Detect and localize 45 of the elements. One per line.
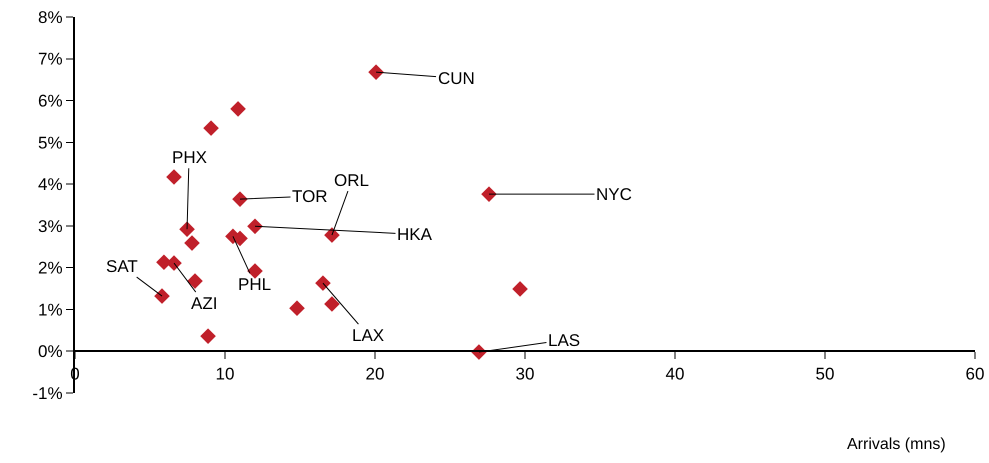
x-axis-title: Arrivals (mns) bbox=[847, 436, 946, 453]
annotation: CUN bbox=[438, 69, 475, 88]
point bbox=[154, 288, 170, 304]
point bbox=[179, 221, 195, 238]
point bbox=[324, 296, 340, 312]
y-tick-label: 6% bbox=[38, 92, 63, 111]
point bbox=[247, 263, 263, 279]
annotation: LAX bbox=[352, 326, 384, 345]
point bbox=[481, 186, 497, 202]
x-tick-label: 40 bbox=[666, 364, 684, 384]
point bbox=[184, 235, 200, 251]
point bbox=[512, 281, 528, 297]
annotation: PHL bbox=[238, 275, 272, 294]
point bbox=[200, 328, 216, 344]
annotation: AZI bbox=[191, 294, 218, 313]
annotation: ORL bbox=[334, 171, 369, 190]
annotation: SAT bbox=[106, 257, 138, 276]
annotation: TOR bbox=[292, 187, 328, 206]
point bbox=[368, 64, 384, 80]
annotation: HKA bbox=[397, 225, 433, 244]
annotation: NYC bbox=[596, 185, 632, 204]
point bbox=[247, 218, 263, 234]
x-tick-label: 10 bbox=[216, 364, 234, 384]
y-tick-label: 5% bbox=[38, 133, 63, 152]
y-tick-label: 0% bbox=[38, 342, 63, 362]
y-tick-label: 1% bbox=[38, 300, 63, 320]
x-tick-label: 30 bbox=[516, 364, 534, 384]
y-tick-label: 8% bbox=[38, 8, 63, 27]
annotation: LAS bbox=[548, 331, 580, 350]
y-tick-label: 4% bbox=[38, 175, 63, 194]
annotation: PHX bbox=[172, 148, 207, 167]
point bbox=[203, 120, 219, 136]
y-tick-label: 7% bbox=[38, 50, 63, 69]
x-tick-label: 60 bbox=[966, 364, 984, 384]
point bbox=[232, 191, 248, 207]
point bbox=[230, 101, 246, 117]
point bbox=[187, 273, 203, 289]
point bbox=[166, 169, 182, 185]
y-tick-label: 3% bbox=[38, 216, 63, 236]
point bbox=[289, 300, 305, 316]
y-tick-label: 2% bbox=[38, 258, 63, 278]
y-tick-label: -1% bbox=[32, 384, 63, 403]
x-tick-label: 50 bbox=[816, 364, 834, 384]
x-tick-label: 20 bbox=[366, 364, 384, 384]
point bbox=[315, 275, 331, 291]
